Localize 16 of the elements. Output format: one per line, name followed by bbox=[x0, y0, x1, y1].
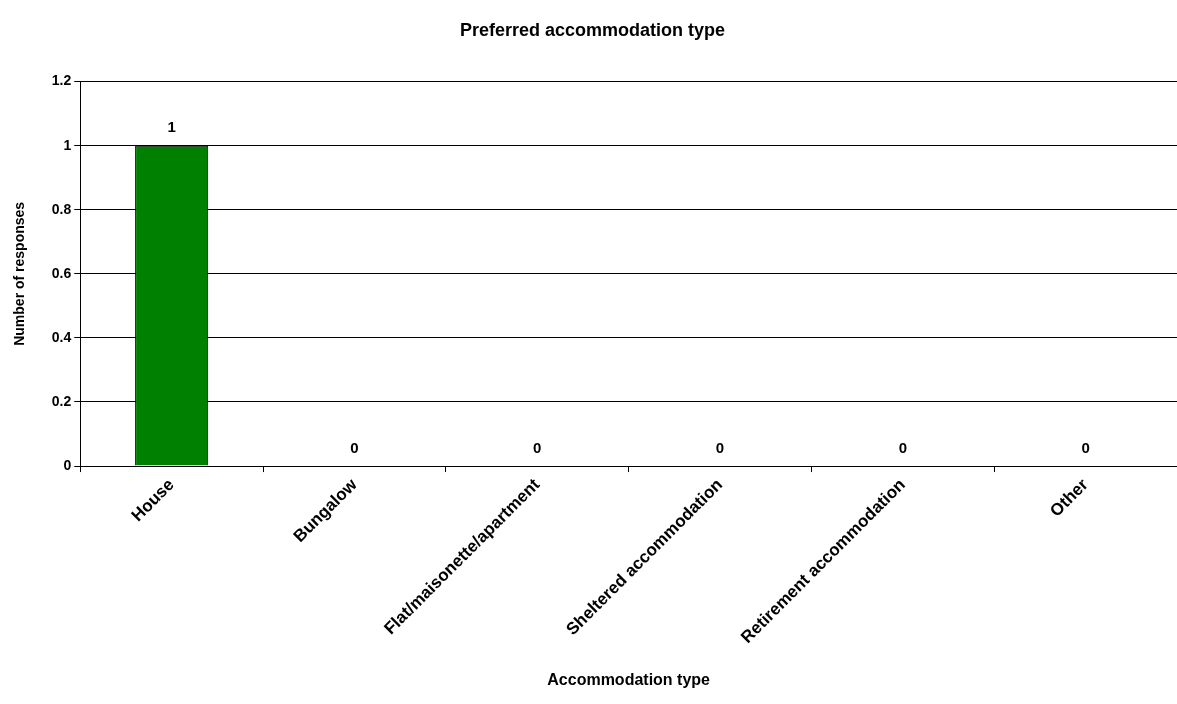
chart-title: Preferred accommodation type bbox=[459, 19, 726, 40]
y-tick-label: 0.4 bbox=[51, 328, 72, 345]
y-tick-label: 1 bbox=[63, 136, 72, 153]
data-label: 1 bbox=[167, 118, 176, 136]
data-label: 0 bbox=[1081, 438, 1090, 456]
y-tick-label: 0 bbox=[63, 456, 72, 473]
y-tick-label: 0.8 bbox=[51, 200, 72, 217]
data-label: 0 bbox=[350, 438, 359, 456]
x-axis-title: Accommodation type bbox=[547, 670, 711, 688]
data-label: 0 bbox=[898, 438, 907, 456]
y-tick-label: 1.2 bbox=[51, 72, 72, 89]
y-axis-title: Number of responses bbox=[11, 201, 28, 346]
data-label: 0 bbox=[715, 438, 725, 456]
y-tick-label: 0.6 bbox=[51, 264, 72, 281]
data-label: 0 bbox=[533, 438, 542, 456]
y-tick-label: 0.2 bbox=[51, 392, 72, 409]
